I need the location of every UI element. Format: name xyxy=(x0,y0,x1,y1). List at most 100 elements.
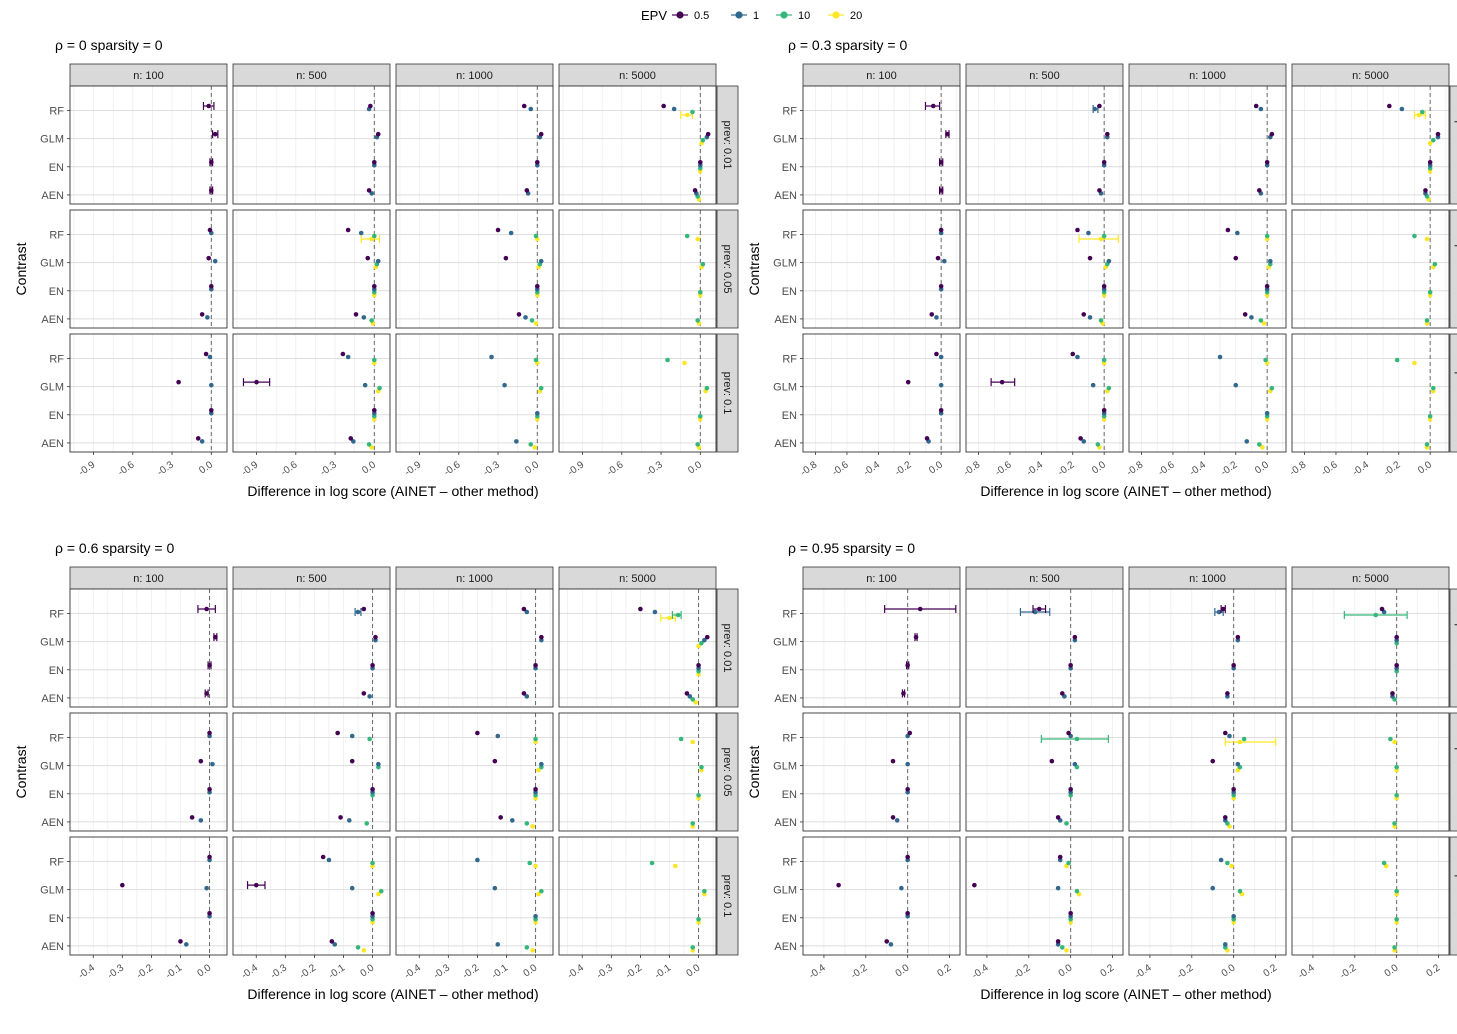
y-tick-label: GLM xyxy=(40,761,64,773)
chart-block-4: ρ = 0.95 sparsity = 0 n: 100 n: 500 n: 1000… xyxy=(746,540,1457,1002)
facet-panel xyxy=(558,333,717,453)
data-point xyxy=(320,854,326,860)
data-point xyxy=(492,885,498,891)
data-point xyxy=(1233,255,1239,261)
y-tick-label: GLM xyxy=(40,134,64,146)
x-tick-label: 0.0 xyxy=(1383,962,1401,979)
chart-title: ρ = 0 sparsity = 0 xyxy=(55,37,163,53)
facet-panel xyxy=(1291,209,1450,329)
data-point xyxy=(524,188,530,193)
data-point xyxy=(905,910,910,916)
data-point xyxy=(1105,131,1110,137)
x-tick-label: -0.3 xyxy=(269,962,290,981)
data-point xyxy=(1394,916,1399,922)
data-point xyxy=(890,758,896,764)
data-point xyxy=(1095,442,1101,447)
data-point xyxy=(1387,103,1392,109)
data-point xyxy=(345,354,351,360)
legend-entry-1: 1 xyxy=(731,10,759,22)
data-point xyxy=(924,436,930,441)
x-tick-label: -0.3 xyxy=(318,459,339,478)
panel-border xyxy=(558,836,717,956)
data-point xyxy=(521,606,527,612)
data-point xyxy=(370,786,375,792)
legend-entry-10: 10 xyxy=(776,10,810,22)
data-point xyxy=(1431,385,1436,391)
facet-panel xyxy=(395,588,554,708)
data-point xyxy=(204,691,209,696)
x-tick-label: 0.0 xyxy=(1253,459,1271,476)
data-point xyxy=(692,188,698,193)
facet-label-prev: prev: 0.01 xyxy=(1454,121,1457,170)
data-point xyxy=(178,939,183,944)
x-tick-label: -0.2 xyxy=(1056,459,1077,478)
facet-label-prev: prev: 0.1 xyxy=(721,875,733,918)
data-point xyxy=(1379,606,1385,612)
x-tick-label: -0.2 xyxy=(893,459,914,478)
data-point xyxy=(702,637,707,643)
data-point xyxy=(1098,318,1104,323)
data-point xyxy=(1399,106,1405,112)
data-point xyxy=(532,445,537,450)
panel-border xyxy=(1291,209,1450,329)
x-tick-label: -0.3 xyxy=(481,459,502,478)
y-tick-label: EN xyxy=(49,410,64,422)
data-point xyxy=(1257,442,1262,447)
facet-strip-prev xyxy=(716,588,739,708)
data-point xyxy=(934,351,939,357)
data-point xyxy=(524,945,530,950)
data-point xyxy=(1431,137,1436,143)
facet-panel xyxy=(1291,712,1450,832)
facet-panel xyxy=(395,712,554,832)
legend-label: 1 xyxy=(753,10,759,22)
facet-label-prev: prev: 0.01 xyxy=(721,121,733,170)
data-point xyxy=(905,379,911,385)
data-point xyxy=(1225,227,1231,233)
facet-panel xyxy=(1291,333,1450,453)
panel-border xyxy=(1291,712,1450,832)
y-tick-label: EN xyxy=(782,162,797,174)
data-point xyxy=(698,159,703,165)
data-point xyxy=(696,792,701,798)
data-point xyxy=(1087,255,1093,261)
data-point xyxy=(253,882,259,888)
data-point xyxy=(538,385,544,391)
data-point xyxy=(1036,606,1042,612)
data-point xyxy=(176,379,181,385)
data-point xyxy=(524,821,530,826)
data-point xyxy=(1412,360,1417,366)
x-tick-label: -0.2 xyxy=(461,962,482,981)
panel-border xyxy=(395,209,554,329)
data-point xyxy=(1263,357,1268,363)
data-point xyxy=(367,736,372,742)
data-point xyxy=(1432,261,1438,267)
panel-border xyxy=(1291,333,1450,453)
data-point xyxy=(1216,609,1222,615)
data-point xyxy=(349,733,355,739)
y-tick-label: AEN xyxy=(774,190,797,202)
data-point xyxy=(203,351,209,357)
x-tick-label: -0.8 xyxy=(799,459,820,478)
panel-border xyxy=(232,836,391,956)
data-point xyxy=(690,945,696,950)
facet-panel xyxy=(69,85,228,205)
y-tick-label: AEN xyxy=(774,941,797,953)
x-tick-label: -0.8 xyxy=(1125,459,1146,478)
data-point xyxy=(1068,662,1073,668)
y-tick-label: GLM xyxy=(40,382,64,394)
data-point xyxy=(495,227,501,233)
data-point xyxy=(516,312,522,317)
facet-strip-prev xyxy=(1449,712,1457,832)
panel-border xyxy=(802,85,961,205)
data-point xyxy=(1222,730,1228,736)
facet-strip-prev xyxy=(716,209,739,329)
data-point xyxy=(206,255,211,261)
x-tick-label: -0.1 xyxy=(653,962,674,981)
data-point xyxy=(1424,318,1430,323)
data-point xyxy=(209,283,214,289)
data-point xyxy=(690,821,696,826)
legend: EPV 0.5 1 10 20 xyxy=(0,0,1457,30)
data-point xyxy=(695,236,700,242)
data-point xyxy=(1064,948,1069,953)
